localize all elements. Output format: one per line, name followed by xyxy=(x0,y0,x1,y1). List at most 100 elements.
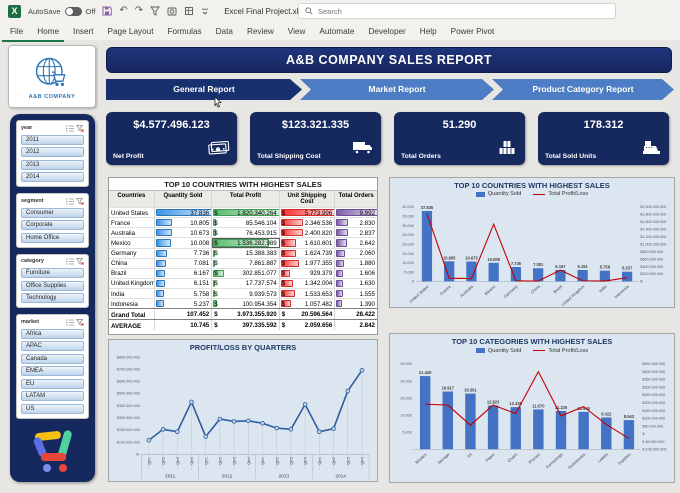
tab-general-report[interactable]: General Report xyxy=(106,79,302,100)
value-cell: 5.237 xyxy=(155,299,213,309)
autosave-control[interactable]: AutoSave Off xyxy=(28,6,95,16)
cart-logo-icon xyxy=(33,430,72,473)
slicer-item-home-office[interactable]: Home Office xyxy=(21,232,84,243)
data-bar xyxy=(213,229,217,237)
multi-select-icon[interactable] xyxy=(66,119,74,137)
undo-icon[interactable]: ↶ xyxy=(119,5,128,16)
kpi-total-orders: 51.290 Total Orders xyxy=(394,112,525,165)
workbook-icon[interactable] xyxy=(184,6,194,16)
svg-text:5.000: 5.000 xyxy=(404,270,413,274)
menu-home[interactable]: Home xyxy=(37,26,60,36)
slicer-item-office-supplies[interactable]: Office Supplies xyxy=(21,280,84,291)
multi-select-icon[interactable] xyxy=(66,313,74,331)
menu-file[interactable]: File xyxy=(10,26,24,36)
svg-text:Chairs: Chairs xyxy=(506,452,518,464)
menu-view[interactable]: View xyxy=(287,26,306,36)
multi-select-icon[interactable] xyxy=(66,252,74,270)
svg-text:$300.000.000: $300.000.000 xyxy=(117,416,140,420)
svg-text:Germany: Germany xyxy=(503,283,519,299)
slicer-item-latam[interactable]: LATAM xyxy=(21,391,84,401)
filter-icon[interactable] xyxy=(150,6,161,16)
camera-icon[interactable] xyxy=(167,6,177,16)
clear-filter-icon[interactable] xyxy=(75,192,84,210)
table-row: United Kingdom 6.151 $17.737.574 $1.342.004… xyxy=(109,277,377,289)
slicer-item-africa[interactable]: Africa xyxy=(21,328,84,339)
slicer-item-corporate[interactable]: Corporate xyxy=(21,220,84,230)
kpi-total-sold-units: 178.312 Total Sold Units xyxy=(538,112,669,165)
clear-filter-icon[interactable] xyxy=(75,313,84,331)
slicer-item-2012[interactable]: 2012 xyxy=(21,147,84,157)
slicer-item-2013[interactable]: 2013 xyxy=(21,159,84,170)
autosave-toggle[interactable] xyxy=(64,6,82,16)
legend-item-bars: Quantity Sold xyxy=(475,348,521,354)
top-10-countries-with-highest-sales-plot: 0 5.000 10.000 15.000 20.000 25.000 30.000 35.0… xyxy=(402,205,666,307)
data-bar xyxy=(213,279,216,288)
value-cell: 10.008 xyxy=(155,238,213,248)
svg-text:25.000: 25.000 xyxy=(400,362,412,366)
save-icon[interactable] xyxy=(102,6,113,16)
svg-text:United States: United States xyxy=(408,284,429,304)
svg-text:United Kingdom: United Kingdom xyxy=(560,283,585,306)
svg-text:Qtr1: Qtr1 xyxy=(146,457,151,465)
menu-data[interactable]: Data xyxy=(215,26,233,36)
slicer-item-furniture[interactable]: Furniture xyxy=(21,268,84,278)
tab-market-report[interactable]: Market Report xyxy=(300,79,494,100)
table-row: Mexico 10.008 $1.536.282.989 $1.610.601 2.64… xyxy=(109,237,377,248)
slicer-item-us[interactable]: US xyxy=(21,403,84,414)
slicer-segment: segment Consumer Corporate Home Office xyxy=(16,193,89,248)
slicer-item-eu[interactable]: EU xyxy=(21,378,84,389)
svg-text:Storage: Storage xyxy=(437,451,451,465)
country-cell: United States xyxy=(109,208,155,218)
excel-app-icon[interactable]: X xyxy=(8,4,21,18)
svg-text:$-50.000.000: $-50.000.000 xyxy=(642,440,664,444)
country-cell: Germany xyxy=(109,248,155,258)
value-cell: 7.736 xyxy=(155,248,213,258)
menu-page-layout[interactable]: Page Layout xyxy=(107,26,154,36)
search-input[interactable]: Search xyxy=(298,3,616,19)
slicer-item-emea[interactable]: EMEA xyxy=(21,366,84,376)
customize-toolbar-icon[interactable] xyxy=(201,7,209,15)
total-value-cell: $20.596.564 xyxy=(280,309,336,320)
company-logo-label: A&B COMPANY xyxy=(28,93,76,100)
svg-text:Furnishings: Furnishings xyxy=(545,452,564,470)
value-cell: $15.388.383 xyxy=(212,248,280,258)
slicer-item-2014[interactable]: 2014 xyxy=(21,172,84,182)
tab-product-category-report[interactable]: Product Category Report xyxy=(492,79,674,100)
total-value-cell: 10.745 xyxy=(155,320,213,331)
svg-text:Phones: Phones xyxy=(527,452,541,465)
slicer-item-2011[interactable]: 2011 xyxy=(21,134,84,145)
redo-icon[interactable]: ↷ xyxy=(134,5,144,16)
table-header-row: Countries Quantity Sold Total Profit Unit S… xyxy=(109,191,377,207)
menu-power-pivot[interactable]: Power Pivot xyxy=(450,26,495,36)
svg-text:12.336: 12.336 xyxy=(509,401,522,406)
kpi-label: Total Sold Units xyxy=(545,153,597,160)
svg-text:2011: 2011 xyxy=(165,474,176,480)
menu-formulas[interactable]: Formulas xyxy=(167,26,202,36)
multi-select-icon[interactable] xyxy=(66,192,74,210)
clear-filter-icon[interactable] xyxy=(75,252,84,270)
svg-text:$-: $- xyxy=(640,279,644,283)
svg-text:Qtr1: Qtr1 xyxy=(203,457,208,465)
slicer-item-technology[interactable]: Technology xyxy=(21,293,84,303)
data-bar xyxy=(155,229,172,237)
slicer-header: category xyxy=(21,257,84,266)
menu-developer[interactable]: Developer xyxy=(368,26,406,36)
slicer-item-canada[interactable]: Canada xyxy=(21,353,84,364)
slicer-header: year xyxy=(21,123,84,132)
slicer-item-consumer[interactable]: Consumer xyxy=(21,207,84,218)
value-cell: 2.060 xyxy=(335,249,377,258)
data-bar xyxy=(280,219,303,227)
value-cell: 10.805 xyxy=(155,218,213,228)
clear-filter-icon[interactable] xyxy=(75,119,84,137)
menu-review[interactable]: Review xyxy=(246,26,274,36)
svg-text:Qtr4: Qtr4 xyxy=(303,456,308,464)
total-label-cell: Grand Total xyxy=(109,310,155,319)
menu-help[interactable]: Help xyxy=(419,26,437,36)
menu-insert[interactable]: Insert xyxy=(73,26,94,36)
value-cell: $302.851.077 xyxy=(212,268,280,278)
chart-title: TOP 10 CATEGORIES WITH HIGHEST SALES xyxy=(451,337,613,346)
slicer-item-apac[interactable]: APAC xyxy=(21,341,84,351)
menu-automate[interactable]: Automate xyxy=(319,26,355,36)
value-cell: $1.624.739 xyxy=(280,248,336,258)
svg-text:$400.000.000: $400.000.000 xyxy=(117,404,140,408)
